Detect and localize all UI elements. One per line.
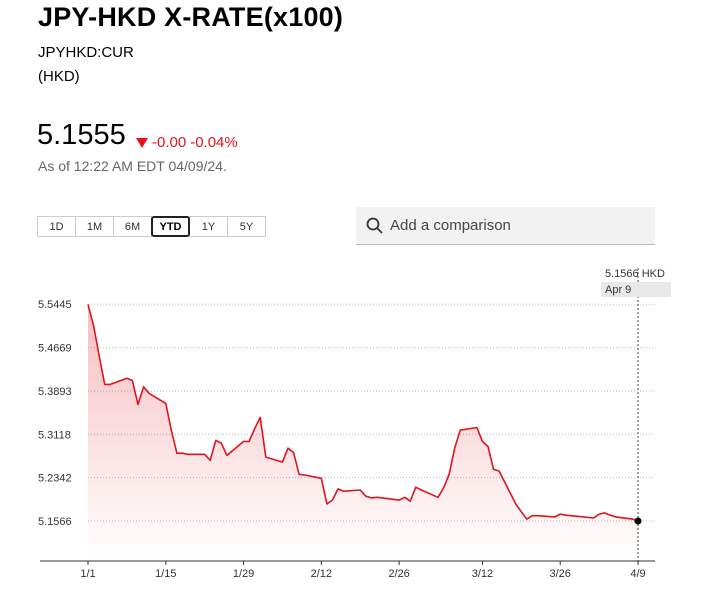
price: 5.1555: [37, 119, 126, 151]
change: -0.00 -0.04%: [136, 134, 238, 151]
area: [88, 304, 638, 561]
change-percent: -0.04%: [190, 134, 238, 151]
range-selector: 1D 1M 6M YTD 1Y 5Y: [37, 216, 266, 237]
range-button[interactable]: 5Y: [227, 216, 266, 237]
as-of: As of 12:22 AM EDT 04/09/24.: [38, 158, 227, 174]
x-tick-label: 1/29: [233, 568, 254, 580]
tooltip-value: 5.1566 HKD: [605, 268, 665, 280]
x-tick-label: 1/15: [155, 568, 176, 580]
range-button[interactable]: YTD: [151, 216, 190, 237]
x-tick-label: 2/12: [311, 568, 332, 580]
y-tick-label: 5.3118: [38, 429, 71, 441]
tooltip-date-bg: [601, 282, 671, 297]
last-point: [634, 517, 642, 525]
y-tick-label: 5.1566: [38, 516, 72, 528]
x-tick-label: 3/26: [550, 568, 571, 580]
y-tick-label: 5.3893: [38, 386, 72, 398]
y-tick-label: 5.4669: [38, 343, 72, 355]
title: JPY-HKD X-RATE(x100): [38, 2, 344, 32]
y-tick-label: 5.5445: [38, 299, 72, 311]
comparison-search[interactable]: Add a comparison: [356, 207, 655, 245]
range-button[interactable]: 1M: [75, 216, 114, 237]
x-tick-label: 1/1: [80, 568, 95, 580]
search-icon: [366, 217, 383, 234]
x-tick-label: 2/26: [388, 568, 409, 580]
range-button[interactable]: 1Y: [189, 216, 228, 237]
tooltip-date: Apr 9: [605, 284, 631, 296]
y-tick-label: 5.2342: [38, 473, 72, 485]
down-arrow: [136, 137, 148, 148]
currency: (HKD): [38, 68, 80, 85]
x-tick-label: 3/12: [472, 568, 493, 580]
x-tick-label: 4/9: [630, 568, 645, 580]
change-value: -0.00: [152, 134, 187, 151]
line: [87, 304, 639, 522]
search-placeholder: Add a comparison: [390, 217, 511, 234]
ticker: JPYHKD:CUR: [38, 44, 134, 61]
range-button[interactable]: 6M: [113, 216, 152, 237]
